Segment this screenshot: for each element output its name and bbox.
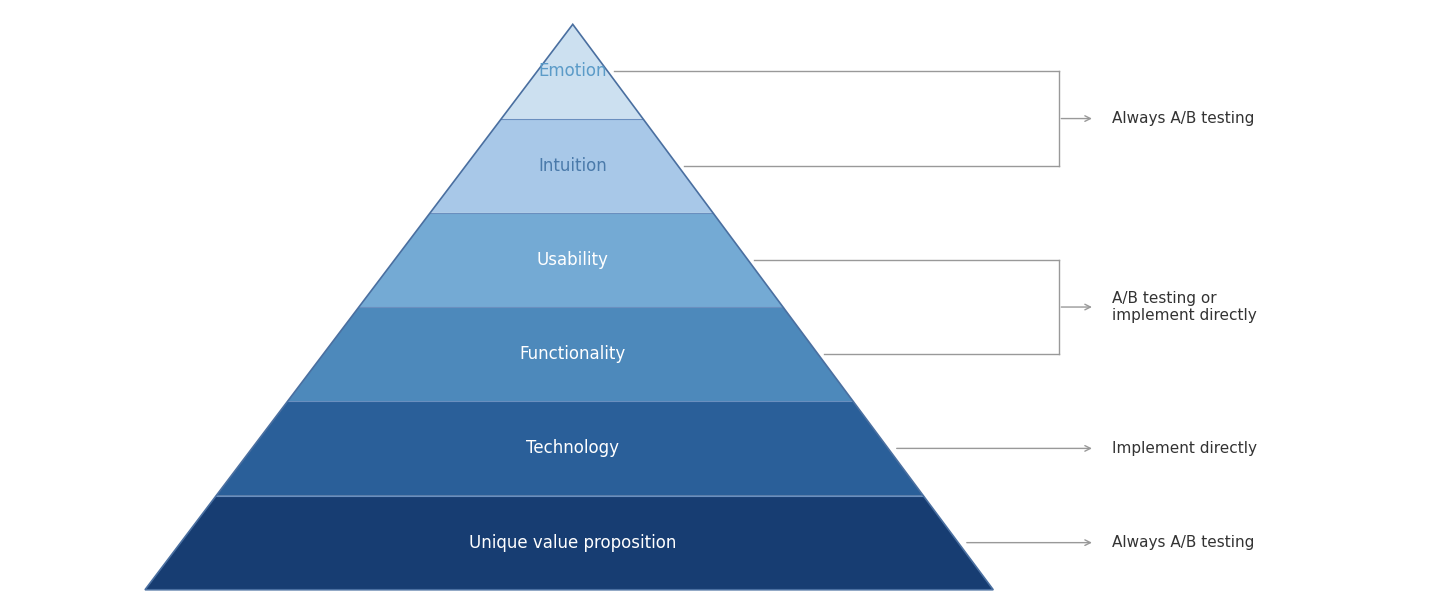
- Text: Always A/B testing: Always A/B testing: [1112, 111, 1254, 126]
- Polygon shape: [287, 307, 853, 401]
- Polygon shape: [360, 213, 783, 307]
- Text: Usability: Usability: [536, 251, 609, 269]
- Polygon shape: [502, 24, 642, 119]
- Text: A/B testing or
implement directly: A/B testing or implement directly: [1112, 291, 1257, 323]
- Polygon shape: [145, 496, 993, 590]
- Text: Functionality: Functionality: [519, 345, 626, 363]
- Text: Technology: Technology: [526, 440, 619, 457]
- Text: Emotion: Emotion: [538, 63, 608, 80]
- Text: Intuition: Intuition: [538, 157, 608, 174]
- Text: Implement directly: Implement directly: [1112, 441, 1257, 456]
- Text: Unique value proposition: Unique value proposition: [468, 534, 677, 551]
- Polygon shape: [216, 401, 924, 496]
- Text: Always A/B testing: Always A/B testing: [1112, 535, 1254, 550]
- Polygon shape: [431, 119, 713, 213]
